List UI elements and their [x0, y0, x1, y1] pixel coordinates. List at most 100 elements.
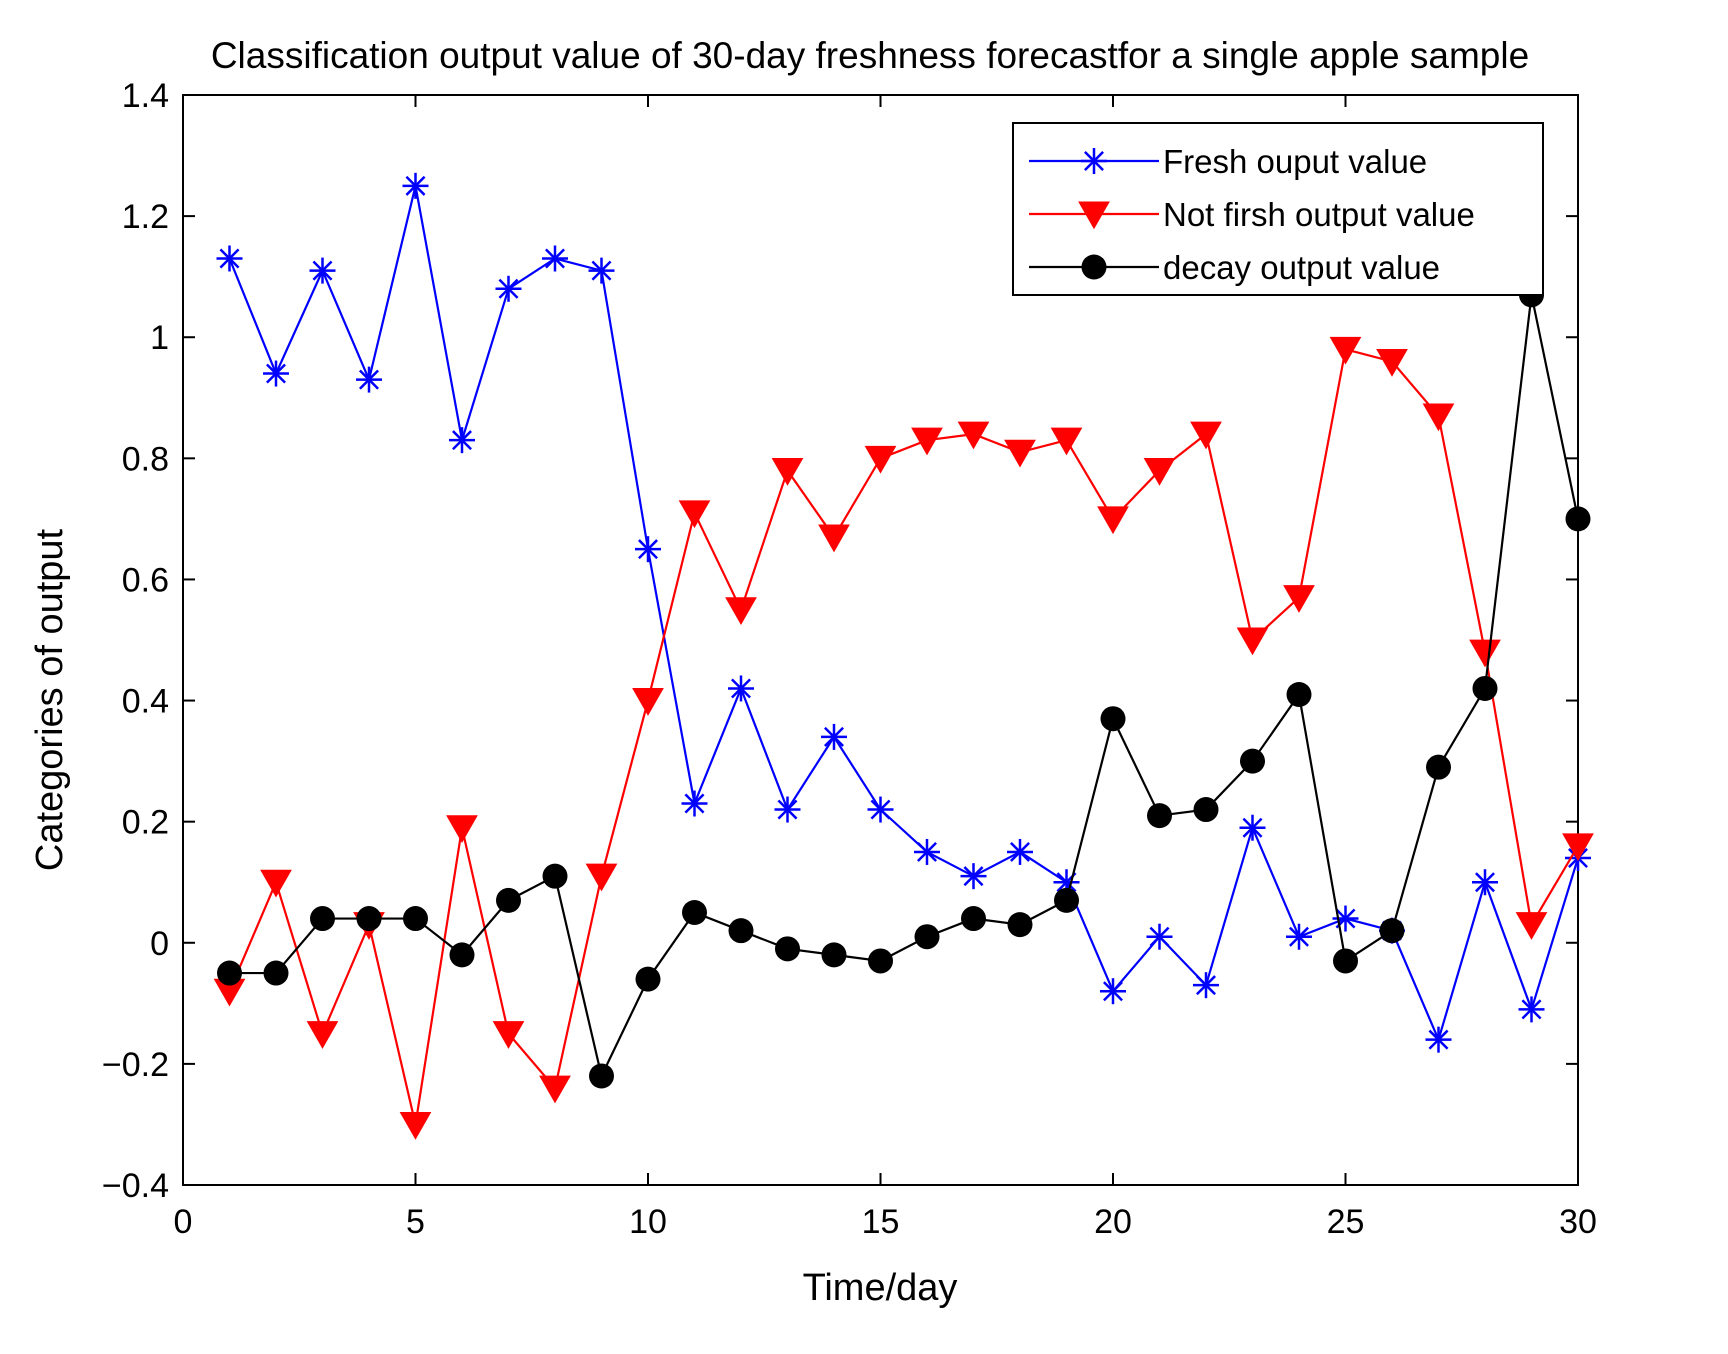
series-line — [228, 347, 1579, 1125]
data-point — [818, 524, 850, 553]
y-tick-label: 0.8 — [122, 440, 169, 478]
data-point — [1193, 797, 1219, 823]
data-point — [1190, 421, 1222, 450]
series-1 — [216, 172, 1591, 1053]
data-point — [403, 906, 428, 932]
y-tick-label: 0.4 — [122, 683, 169, 721]
axes: 0 5 10 15 20 25 30 −0.4 −0.2 0 0.2 0.4 0.6 0.8 1 1.2 1.4 — [102, 77, 1597, 1241]
data-point — [960, 863, 987, 890]
y-axis-label: Categories of output — [29, 528, 71, 871]
data-point — [775, 936, 800, 962]
data-point — [399, 1111, 432, 1140]
data-point — [1143, 457, 1176, 486]
data-point — [1379, 918, 1405, 944]
legend-marker — [1081, 148, 1107, 174]
data-point — [682, 900, 707, 925]
data-point — [539, 1075, 571, 1104]
data-point — [635, 966, 661, 992]
y-tick-label: 1.4 — [122, 77, 169, 115]
data-point — [1332, 905, 1359, 932]
data-point — [589, 1063, 614, 1089]
data-point — [635, 536, 661, 563]
data-point — [725, 597, 757, 625]
legend-label: Not firsh output value — [1163, 196, 1475, 233]
data-point — [1286, 923, 1312, 950]
data-point — [356, 366, 382, 393]
data-point — [309, 257, 336, 284]
data-point — [1562, 833, 1594, 862]
data-point — [821, 942, 847, 968]
series-2 — [213, 336, 1594, 1140]
data-point — [310, 906, 335, 932]
data-point — [957, 421, 990, 450]
data-point — [961, 906, 986, 932]
x-tick-label: 20 — [1094, 1203, 1132, 1241]
x-tick-label: 15 — [862, 1203, 900, 1241]
data-point — [821, 723, 847, 750]
data-point — [1100, 978, 1126, 1005]
data-point — [1376, 348, 1408, 377]
chart-title: Classification output value of 30-day fr… — [211, 35, 1529, 76]
data-point — [1147, 803, 1172, 829]
data-point — [1239, 814, 1266, 841]
data-point — [1004, 439, 1036, 468]
series-line — [228, 185, 1580, 1043]
data-point — [1100, 706, 1126, 732]
data-point — [588, 257, 615, 284]
data-point — [728, 675, 754, 702]
data-point — [1146, 923, 1173, 950]
data-point — [1240, 748, 1265, 774]
data-point — [1286, 682, 1312, 707]
data-point — [1515, 912, 1548, 940]
x-axis-label: Time/day — [803, 1267, 958, 1309]
data-point — [1050, 427, 1083, 456]
data-point — [1425, 1026, 1452, 1053]
data-point — [495, 275, 522, 302]
data-point — [1469, 639, 1501, 668]
series-line — [229, 294, 1580, 1080]
data-point — [492, 1021, 525, 1049]
data-point — [867, 796, 894, 823]
data-point — [217, 960, 242, 986]
data-point — [260, 869, 292, 898]
data-point — [1054, 887, 1079, 913]
data-point — [864, 445, 897, 474]
data-point — [1236, 627, 1269, 656]
data-point — [728, 918, 754, 944]
legend-label: decay output value — [1163, 249, 1440, 286]
data-point — [585, 863, 618, 892]
series-3 — [217, 282, 1591, 1089]
data-point — [681, 790, 708, 817]
data-point — [1329, 336, 1362, 365]
y-tick-label: 0 — [150, 925, 169, 963]
data-point — [1193, 972, 1219, 999]
data-point — [542, 245, 568, 272]
data-point — [911, 427, 943, 456]
data-point — [263, 360, 289, 387]
series-group — [213, 172, 1594, 1140]
data-point — [356, 906, 382, 932]
data-point — [914, 838, 940, 865]
data-point — [1007, 838, 1033, 865]
legend-marker — [1081, 254, 1107, 280]
data-point — [914, 924, 940, 950]
data-point — [542, 863, 568, 889]
y-tick-label: 1.2 — [122, 198, 169, 236]
x-tick-label: 25 — [1327, 1203, 1365, 1241]
data-point — [449, 427, 475, 454]
data-point — [402, 172, 429, 199]
x-tick-label: 5 — [406, 1203, 425, 1241]
data-point — [632, 688, 664, 716]
x-tick-label: 0 — [174, 1203, 193, 1241]
legend-label: Fresh ouput value — [1163, 143, 1427, 180]
y-tick-label: 1 — [150, 319, 169, 357]
data-point — [1472, 869, 1498, 896]
y-tick-label: −0.2 — [102, 1046, 169, 1084]
legend: Fresh ouput value Not firsh output value d… — [1012, 122, 1544, 296]
data-point — [496, 887, 521, 913]
y-tick-label: −0.4 — [102, 1167, 169, 1205]
data-point — [1097, 506, 1129, 535]
data-point — [771, 457, 804, 486]
